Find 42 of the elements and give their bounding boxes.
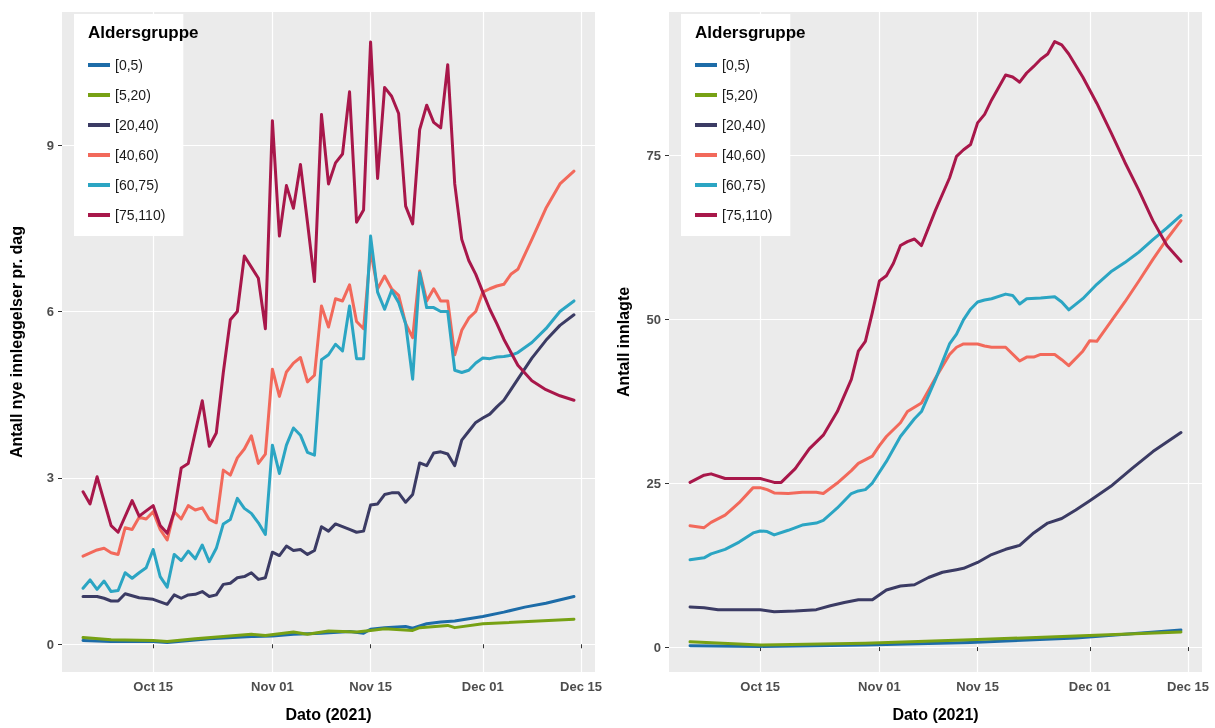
legend-label: [40,60) <box>115 147 159 163</box>
legend-label: [20,40) <box>722 117 766 133</box>
legend-title: Aldersgruppe <box>88 23 199 42</box>
y-tick-label: 50 <box>646 311 661 327</box>
legend-label: [5,20) <box>115 87 151 103</box>
x-tick-label: Oct 15 <box>740 679 781 694</box>
line-series <box>688 40 1183 484</box>
x-tick-label: Oct 15 <box>133 679 174 694</box>
legend-label: [60,75) <box>115 177 159 193</box>
x-tick-label: Dec 01 <box>461 679 504 694</box>
y-tick-label: 3 <box>46 470 54 486</box>
legend-label: [5,20) <box>722 87 758 103</box>
legend-label: [60,75) <box>722 177 766 193</box>
y-tick-label: 75 <box>646 147 661 163</box>
x-tick-label: Nov 15 <box>956 679 999 694</box>
x-tick-label: Dec 15 <box>560 679 602 694</box>
legend-label: [40,60) <box>722 147 766 163</box>
y-tick-label: 6 <box>46 304 54 319</box>
y-axis-title: Antall innlagte <box>614 286 632 398</box>
y-axis-title: Antall nye innleggelser pr. dag <box>7 225 25 459</box>
legend-label: [0,5) <box>722 57 751 73</box>
x-tick-label: Nov 01 <box>858 679 901 694</box>
x-tick-label: Nov 15 <box>349 679 392 694</box>
line-series <box>81 40 576 535</box>
line-series <box>81 313 576 606</box>
x-axis-title: Dato (2021) <box>285 705 372 723</box>
legend-label: [75,110) <box>722 207 773 223</box>
x-axis-title: Dato (2021) <box>892 705 979 723</box>
legend-title: Aldersgruppe <box>695 23 806 42</box>
y-tick-label: 0 <box>46 636 54 652</box>
line-series <box>81 617 576 643</box>
y-tick-label: 0 <box>653 639 661 655</box>
y-tick-label: 9 <box>46 137 54 153</box>
x-tick-label: Dec 15 <box>1167 679 1209 694</box>
line-series <box>81 234 576 594</box>
legend-label: [0,5) <box>115 57 144 73</box>
legend-label: [20,40) <box>115 117 159 133</box>
x-tick-label: Dec 01 <box>1068 679 1111 694</box>
x-tick-label: Nov 01 <box>251 679 294 694</box>
y-tick-label: 25 <box>646 475 661 491</box>
line-series <box>688 431 1183 614</box>
legend-label: [75,110) <box>115 207 166 223</box>
